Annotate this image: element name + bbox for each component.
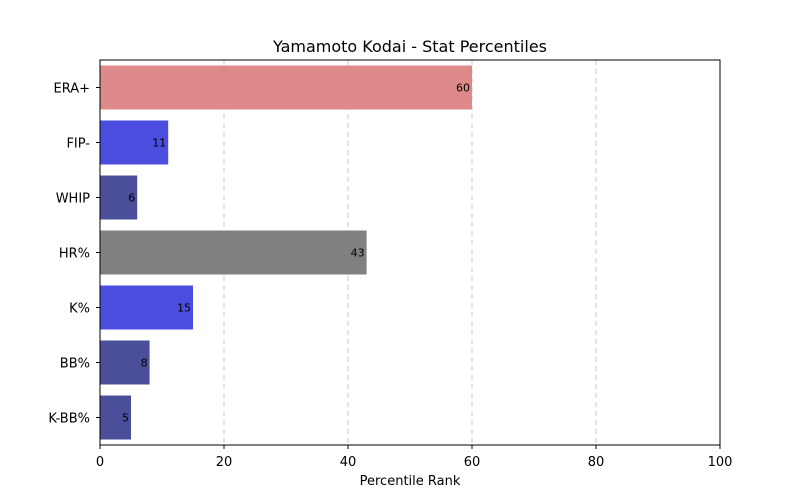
data-label: 5	[122, 412, 129, 425]
x-tick-label: 60	[464, 455, 481, 470]
y-tick-label: FIP-	[66, 137, 90, 152]
bar-bb-	[100, 340, 150, 385]
x-axis-ticks: 0 20 40 60 80 100	[96, 445, 733, 470]
y-axis-ticks: ERA+ FIP- WHIP HR% K% BB% K-BB%	[48, 82, 100, 427]
bar-fip-	[100, 120, 169, 165]
bar-k-bb-	[100, 395, 131, 440]
data-label: 6	[128, 192, 135, 205]
y-tick-label: HR%	[59, 247, 90, 262]
y-tick-label: WHIP	[56, 192, 90, 207]
chart-title: Yamamoto Kodai - Stat Percentiles	[272, 37, 547, 56]
y-tick-label: BB%	[60, 357, 90, 372]
y-tick-label: ERA+	[53, 82, 90, 97]
y-tick-label: K%	[69, 302, 90, 317]
data-label: 11	[152, 137, 166, 150]
x-tick-label: 20	[216, 455, 233, 470]
x-tick-label: 80	[588, 455, 605, 470]
data-label: 60	[456, 82, 470, 95]
x-tick-label: 40	[340, 455, 357, 470]
data-label: 8	[141, 357, 148, 370]
bar-whip	[100, 175, 138, 220]
bar-era-	[100, 65, 472, 110]
data-label: 43	[351, 247, 365, 260]
x-tick-label: 0	[96, 455, 104, 470]
x-axis-label: Percentile Rank	[360, 474, 461, 489]
bar-hr-	[100, 230, 367, 275]
bar-k-	[100, 285, 193, 330]
data-label: 15	[177, 302, 191, 315]
y-tick-label: K-BB%	[48, 412, 90, 427]
data-labels: 60 11 6 43 15 8 5	[122, 82, 470, 425]
bars	[100, 65, 472, 440]
x-tick-label: 100	[708, 455, 733, 470]
